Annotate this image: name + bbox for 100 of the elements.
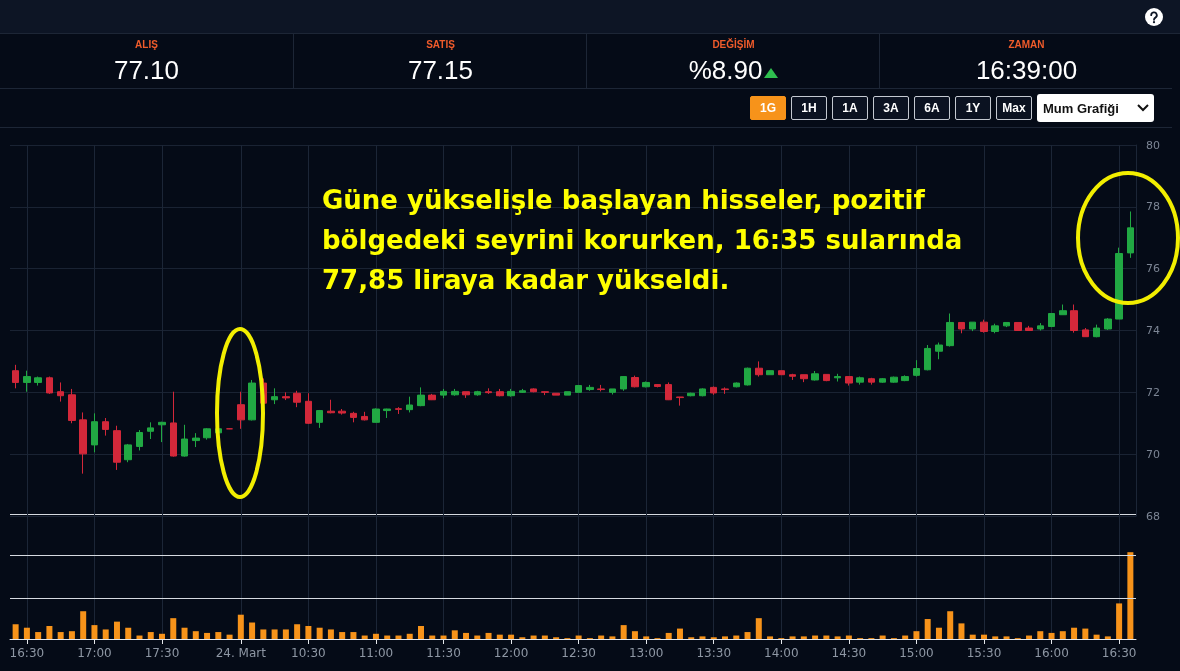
- candlestick: [946, 313, 954, 348]
- y-tick-label: 74: [1146, 324, 1160, 337]
- bar: [699, 636, 706, 639]
- candlestick: [710, 385, 717, 396]
- bar: [181, 627, 188, 639]
- x-tick-label: 12:00: [493, 646, 529, 660]
- bar: [417, 625, 424, 639]
- text: ZAMAN: [1007, 39, 1046, 51]
- text: SATIŞ: [425, 39, 456, 51]
- text: ALIŞ: [134, 39, 159, 51]
- bar: [159, 633, 166, 639]
- x-tick-label: 17:00: [77, 646, 112, 660]
- candlestick: [68, 388, 76, 424]
- button: Max: [996, 96, 1032, 120]
- bar: [406, 633, 413, 639]
- bar: [913, 631, 920, 639]
- bar: [969, 634, 976, 639]
- candlestick: [654, 383, 661, 388]
- candlestick: [1115, 247, 1123, 320]
- x-tick-label: 14:00: [764, 646, 799, 660]
- bar: [1071, 627, 1078, 639]
- bar: [958, 623, 965, 639]
- candlestick: [1037, 322, 1044, 331]
- bar: [620, 625, 627, 639]
- candlestick: [485, 387, 492, 395]
- bar: [496, 634, 503, 639]
- candlestick: [327, 399, 335, 414]
- candlestick: [642, 381, 650, 388]
- candlestick: [924, 344, 931, 371]
- bar: [305, 625, 312, 639]
- bar: [463, 632, 470, 639]
- bar: [1003, 636, 1010, 639]
- bar: [789, 636, 796, 639]
- candlestick: [541, 390, 549, 396]
- bar: [935, 627, 942, 639]
- candlestick: [676, 396, 684, 407]
- bar: [215, 632, 222, 639]
- bar: [980, 634, 987, 639]
- candlestick: [811, 370, 819, 382]
- candlestick: [147, 421, 154, 440]
- bar: [294, 624, 301, 639]
- candlestick: [79, 411, 87, 475]
- candlestick: [1014, 321, 1022, 331]
- bar: [676, 628, 683, 639]
- bar: [755, 618, 762, 639]
- candlestick: [1003, 321, 1010, 328]
- bar: [147, 632, 154, 639]
- text: 77.10: [113, 54, 180, 86]
- candlestick: [1093, 324, 1100, 338]
- candlestick: [361, 411, 368, 421]
- y-tick-label: 72: [1146, 385, 1160, 399]
- candlestick: [428, 393, 436, 401]
- bar: [834, 636, 841, 639]
- candlestick: [46, 376, 53, 395]
- x-tick-label: 11:30: [426, 646, 461, 660]
- bar: [722, 636, 729, 639]
- candlestick: [1127, 210, 1134, 259]
- candlestick: [181, 424, 188, 458]
- text: 16:39:00: [975, 54, 1078, 86]
- candlestick: [901, 374, 909, 382]
- button: 3A: [873, 96, 909, 120]
- bar: [237, 614, 244, 639]
- candlestick: [282, 391, 290, 401]
- candlestick: [406, 396, 413, 413]
- x-tick-label: 16:00: [1034, 646, 1069, 660]
- x-tick-label: 17:30: [144, 646, 180, 660]
- candlestick: [462, 391, 470, 399]
- x-tick-label: 16:30: [1101, 646, 1137, 660]
- bar: [924, 619, 931, 639]
- bar: [665, 632, 672, 639]
- candlestick: [237, 391, 245, 430]
- candlestick: [305, 392, 312, 425]
- candlestick: [744, 367, 751, 387]
- candlestick: [868, 377, 875, 386]
- x-tick-label: 16:30: [9, 646, 45, 660]
- x-tick-label: 24. Mart: [215, 646, 267, 660]
- bar: [767, 636, 774, 639]
- bar: [204, 632, 211, 639]
- bar: [508, 634, 515, 639]
- candlestick: [1025, 325, 1033, 331]
- bar: [1104, 636, 1111, 639]
- candlestick: [609, 388, 616, 395]
- candlestick: [474, 390, 481, 397]
- candlestick: [879, 377, 886, 384]
- candlestick: [23, 370, 31, 393]
- candlestick: [935, 342, 943, 360]
- candlestick: [856, 376, 864, 386]
- bar: [80, 611, 87, 639]
- bar: [451, 630, 458, 639]
- candlestick: [586, 384, 594, 392]
- x-tick-label: 11:00: [358, 646, 394, 660]
- bar: [1059, 631, 1066, 639]
- candlestick: [733, 381, 740, 388]
- dropdown: Mum Grafiği: [1037, 94, 1154, 122]
- bar: [271, 629, 278, 639]
- y-tick-label: 68: [1146, 509, 1160, 523]
- x-tick-label: 14:30: [831, 646, 867, 660]
- candlestick: [597, 384, 605, 392]
- bar: [316, 627, 323, 639]
- bar: [260, 629, 267, 639]
